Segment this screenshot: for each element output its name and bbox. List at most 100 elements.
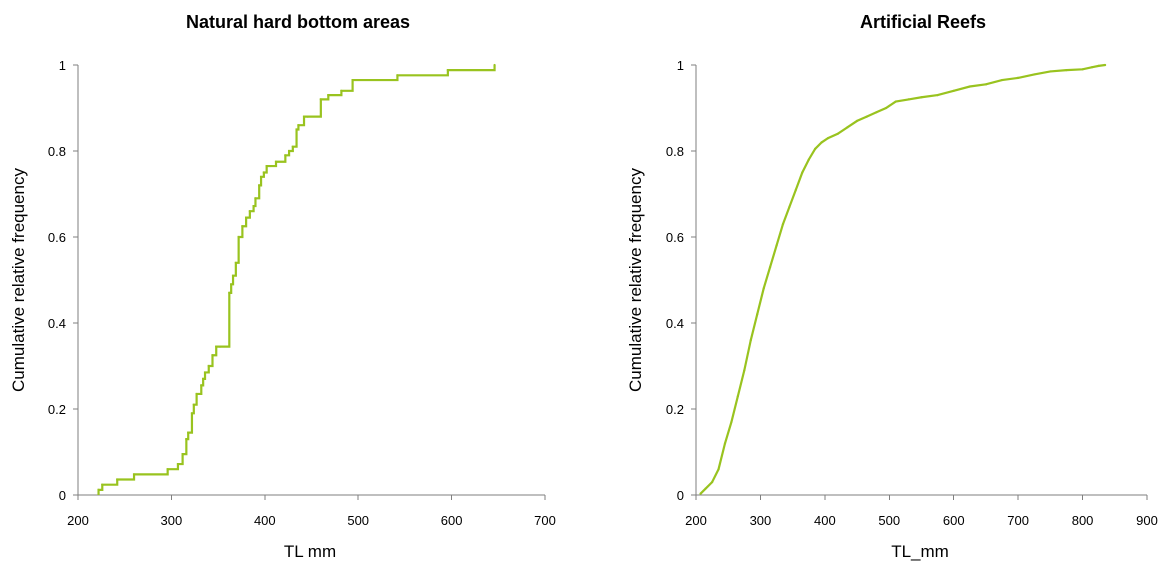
data-point (807, 158, 810, 161)
data-point (749, 339, 752, 342)
data-point (340, 89, 343, 92)
data-point (269, 164, 272, 168)
x-tick-label: 600 (943, 513, 965, 528)
data-point (181, 453, 184, 456)
chart-title: Natural hard bottom areas (186, 12, 410, 32)
y-tick-label: 0.6 (48, 230, 66, 245)
data-point (252, 204, 255, 208)
data-point (284, 154, 287, 157)
data-point (218, 345, 222, 348)
data-point (920, 96, 923, 99)
data-point (756, 313, 759, 316)
data-point (187, 431, 190, 434)
data-point (259, 175, 263, 178)
x-tick-label: 900 (1136, 513, 1158, 528)
data-point (826, 137, 830, 140)
chart-title: Artificial Reefs (860, 12, 986, 32)
data-point (968, 85, 971, 88)
data-point (302, 115, 306, 118)
data-point (230, 283, 233, 286)
y-tick-label: 0.4 (666, 316, 684, 331)
data-point (207, 364, 210, 368)
data-point (711, 481, 714, 484)
data-point (699, 492, 702, 495)
data-point (176, 462, 180, 466)
series-marks (699, 63, 1107, 495)
data-point (265, 164, 268, 168)
data-point (820, 141, 823, 144)
data-point (1000, 78, 1004, 82)
data-point (203, 371, 207, 374)
cdf-chart-artificial: Artificial Reefs Cumulative relative fre… (626, 12, 1158, 561)
data-point (493, 63, 496, 67)
data-point (185, 438, 188, 441)
data-point (97, 488, 100, 491)
data-point (295, 128, 298, 131)
data-point (291, 145, 294, 148)
data-point (245, 216, 248, 219)
series-marks (97, 63, 496, 495)
data-point (884, 106, 888, 110)
axes: 0 0.2 0.4 0.6 0.8 1 200 300 400 500 600 700 800 900 (666, 58, 1158, 528)
y-tick-label: 0.6 (666, 230, 684, 245)
data-point (101, 483, 104, 486)
data-point (241, 225, 244, 228)
data-point (936, 94, 939, 97)
cdf-series-line (699, 63, 1106, 495)
data-point (1081, 68, 1084, 71)
data-point (287, 149, 291, 153)
cdf-chart-natural: Natural hard bottom areas Cumulative rel… (9, 12, 556, 561)
data-point (211, 354, 214, 357)
data-point (327, 94, 330, 97)
data-point (258, 184, 261, 187)
data-point (190, 412, 194, 415)
data-point (1065, 69, 1068, 72)
data-point (274, 160, 278, 163)
data-point (231, 274, 235, 277)
y-tick-label: 1 (677, 58, 684, 73)
data-point (132, 473, 136, 476)
data-point (234, 261, 237, 264)
data-point (215, 345, 218, 348)
data-point (202, 377, 205, 380)
x-tick-label: 300 (161, 513, 183, 528)
data-point (801, 171, 804, 174)
data-point (306, 115, 309, 118)
data-point (396, 74, 399, 77)
data-point (116, 478, 119, 481)
data-point (723, 442, 727, 445)
chart-panel-artificial: Artificial Reefs Cumulative relative fre… (620, 0, 1165, 565)
y-tick-label: 0 (59, 488, 66, 503)
data-point (743, 369, 746, 372)
y-tick-label: 0.4 (48, 316, 66, 331)
data-point (865, 115, 868, 118)
data-point (228, 291, 231, 294)
data-point (952, 89, 955, 92)
y-axis-label: Cumulative relative frequency (626, 168, 645, 392)
data-point (846, 126, 849, 129)
x-tick-label: 200 (67, 513, 89, 528)
y-tick-label: 0.2 (666, 402, 684, 417)
data-point (775, 244, 778, 247)
data-point (730, 420, 733, 423)
x-tick-label: 400 (254, 513, 276, 528)
data-point (781, 223, 785, 226)
y-axis-label: Cumulative relative frequency (9, 168, 28, 392)
data-point (836, 132, 839, 135)
x-tick-label: 500 (878, 513, 900, 528)
y-tick-label: 0 (677, 488, 684, 503)
data-point (1033, 73, 1036, 76)
x-tick-label: 700 (534, 513, 556, 528)
x-axis-label: TL mm (284, 542, 336, 561)
data-point (768, 266, 772, 269)
data-point (984, 83, 988, 86)
x-tick-label: 500 (347, 513, 369, 528)
data-point (1091, 66, 1094, 69)
data-point (855, 119, 859, 122)
x-tick-label: 200 (685, 513, 707, 528)
data-point (351, 78, 354, 82)
x-axis-label: TL_mm (891, 542, 949, 561)
data-point (200, 384, 203, 387)
data-point (894, 100, 897, 103)
data-point (166, 468, 169, 471)
